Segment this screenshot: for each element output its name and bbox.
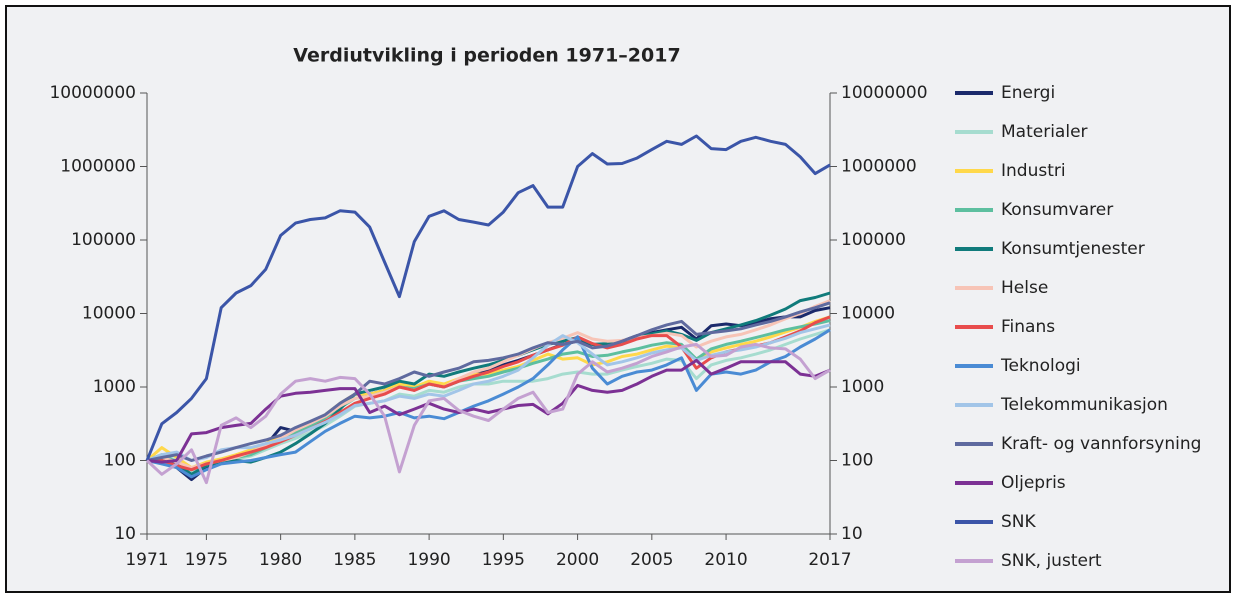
legend-label: Energi (1001, 83, 1055, 103)
series-line (146, 328, 831, 474)
panel (5, 5, 1231, 593)
x-tick-label: 2005 (630, 550, 673, 570)
y-tick-label: 1000 (93, 377, 136, 397)
x-tick-label: 1975 (185, 550, 228, 570)
legend-label: Oljepris (1001, 473, 1066, 493)
y2-tick-label: 1000 (841, 377, 884, 397)
y2-tick-label: 10000 (841, 304, 895, 324)
legend-label: Teknologi (1000, 356, 1081, 376)
legend-label: Konsumtjenester (1001, 239, 1145, 259)
series-line (145, 342, 831, 485)
legend-label: Telekommunikasjon (1000, 395, 1168, 415)
series-line (146, 358, 831, 464)
x-tick-label: 2010 (704, 550, 747, 570)
legend-label: Helse (1001, 278, 1048, 298)
x-tick-label: 1971 (125, 550, 168, 570)
y-tick-label: 100 (104, 451, 136, 471)
y2-tick-label: 10 (841, 524, 863, 544)
legend-label: SNK, justert (1001, 551, 1102, 571)
x-tick-label: 1990 (407, 550, 450, 570)
y-tick-label: 1000000 (60, 157, 136, 177)
y-tick-label: 10 (114, 524, 136, 544)
y2-tick-label: 10000000 (841, 83, 928, 103)
x-tick-label: 2017 (808, 550, 851, 570)
y-tick-label: 100000 (71, 230, 136, 250)
x-tick-label: 1985 (333, 550, 376, 570)
legend-label: Materialer (1001, 122, 1088, 142)
series-line (146, 301, 831, 462)
y2-tick-label: 100000 (841, 230, 906, 250)
legend-label: Finans (1001, 317, 1055, 337)
legend-label: Kraft- og vannforsyning (1001, 434, 1201, 454)
legend-label: Konsumvarer (1001, 200, 1113, 220)
x-tick-label: 2000 (556, 550, 599, 570)
chart-title: Verdiutvikling i perioden 1971–2017 (293, 45, 680, 67)
series-line (146, 323, 831, 462)
y-tick-label: 10000 (82, 304, 136, 324)
legend-label: SNK (1001, 512, 1037, 532)
x-tick-label: 1980 (259, 550, 302, 570)
y-tick-label: 10000000 (49, 83, 136, 103)
y2-tick-label: 1000000 (841, 157, 917, 177)
y2-tick-label: 100 (841, 451, 873, 471)
legend-label: Industri (1001, 161, 1066, 181)
series-line (145, 134, 831, 462)
x-tick-label: 1995 (482, 550, 525, 570)
